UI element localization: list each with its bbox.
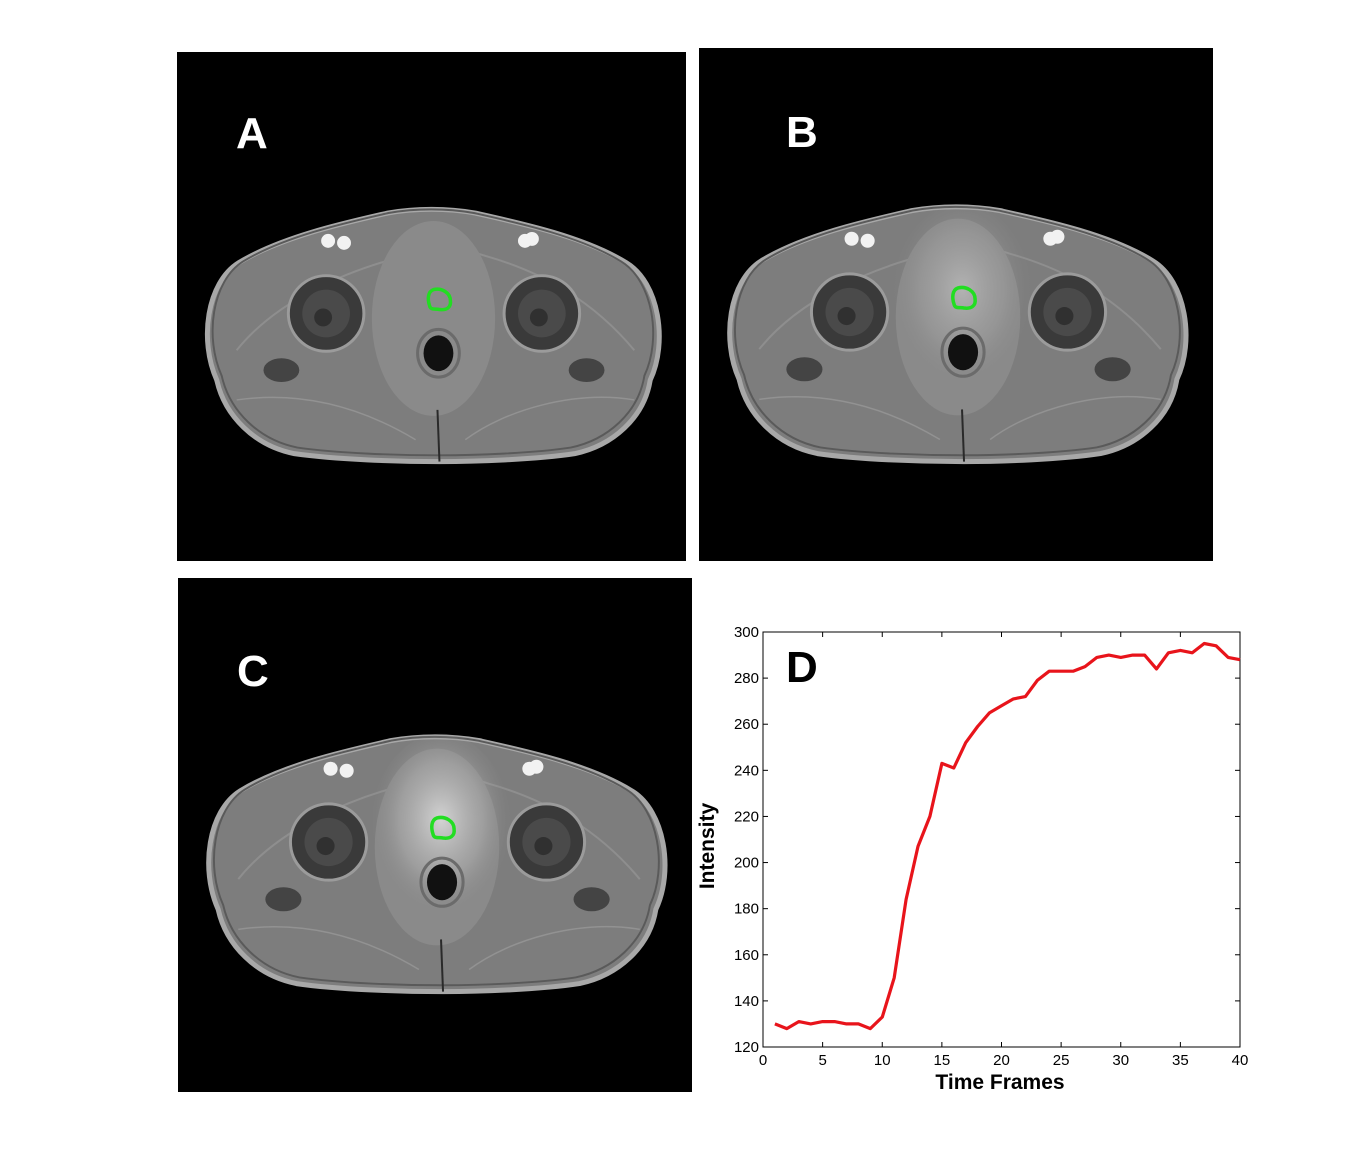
mri-panel-a: A <box>177 52 686 561</box>
roi-contour <box>951 285 977 310</box>
mri-image-a <box>204 206 662 465</box>
plot-frame <box>762 631 1241 1048</box>
y-tick-label: 160 <box>734 947 759 964</box>
y-tick-label: 240 <box>734 762 759 779</box>
panel-label-a: A <box>236 109 268 158</box>
x-tick-label: 30 <box>1112 1052 1129 1069</box>
intensity-chart: 0 5 10 15 20 25 30 35 40 120 140 160 180 200 220 240 260… <box>696 624 1248 1094</box>
panel-label-c: C <box>237 647 269 696</box>
x-tick-label: 35 <box>1172 1052 1189 1069</box>
x-tick-label: 40 <box>1232 1052 1249 1069</box>
x-tick-label: 10 <box>874 1052 891 1069</box>
x-tick-label: 20 <box>993 1052 1010 1069</box>
mri-image-b <box>727 203 1189 465</box>
y-tick-label: 260 <box>734 716 759 733</box>
x-tick-label: 0 <box>759 1052 767 1069</box>
axis-ticks <box>762 631 1241 1048</box>
roi-contour <box>426 287 453 312</box>
y-axis-title: Intensity <box>696 803 719 890</box>
x-tick-label: 25 <box>1053 1052 1070 1069</box>
roi-contour <box>430 815 456 840</box>
y-tick-label: 120 <box>734 1039 759 1056</box>
x-axis-title: Time Frames <box>935 1071 1064 1094</box>
y-tick-label: 200 <box>734 855 759 872</box>
panel-label-d: D <box>786 643 818 692</box>
y-tick-label: 180 <box>734 901 759 918</box>
intensity-series-line <box>774 641 1241 1031</box>
mri-image-c <box>206 733 668 995</box>
panel-label-b: B <box>786 108 818 157</box>
x-tick-label: 5 <box>818 1052 826 1069</box>
y-tick-label: 280 <box>734 670 759 687</box>
mri-panel-c: C <box>178 578 692 1092</box>
x-tick-label: 15 <box>934 1052 951 1069</box>
tick-labels: 0 5 10 15 20 25 30 35 40 120 140 160 180 200 220 240 260… <box>734 624 1248 1069</box>
mri-panel-b: B <box>699 48 1213 561</box>
y-tick-label: 220 <box>734 808 759 825</box>
y-tick-label: 140 <box>734 993 759 1010</box>
y-tick-label: 300 <box>734 624 759 641</box>
